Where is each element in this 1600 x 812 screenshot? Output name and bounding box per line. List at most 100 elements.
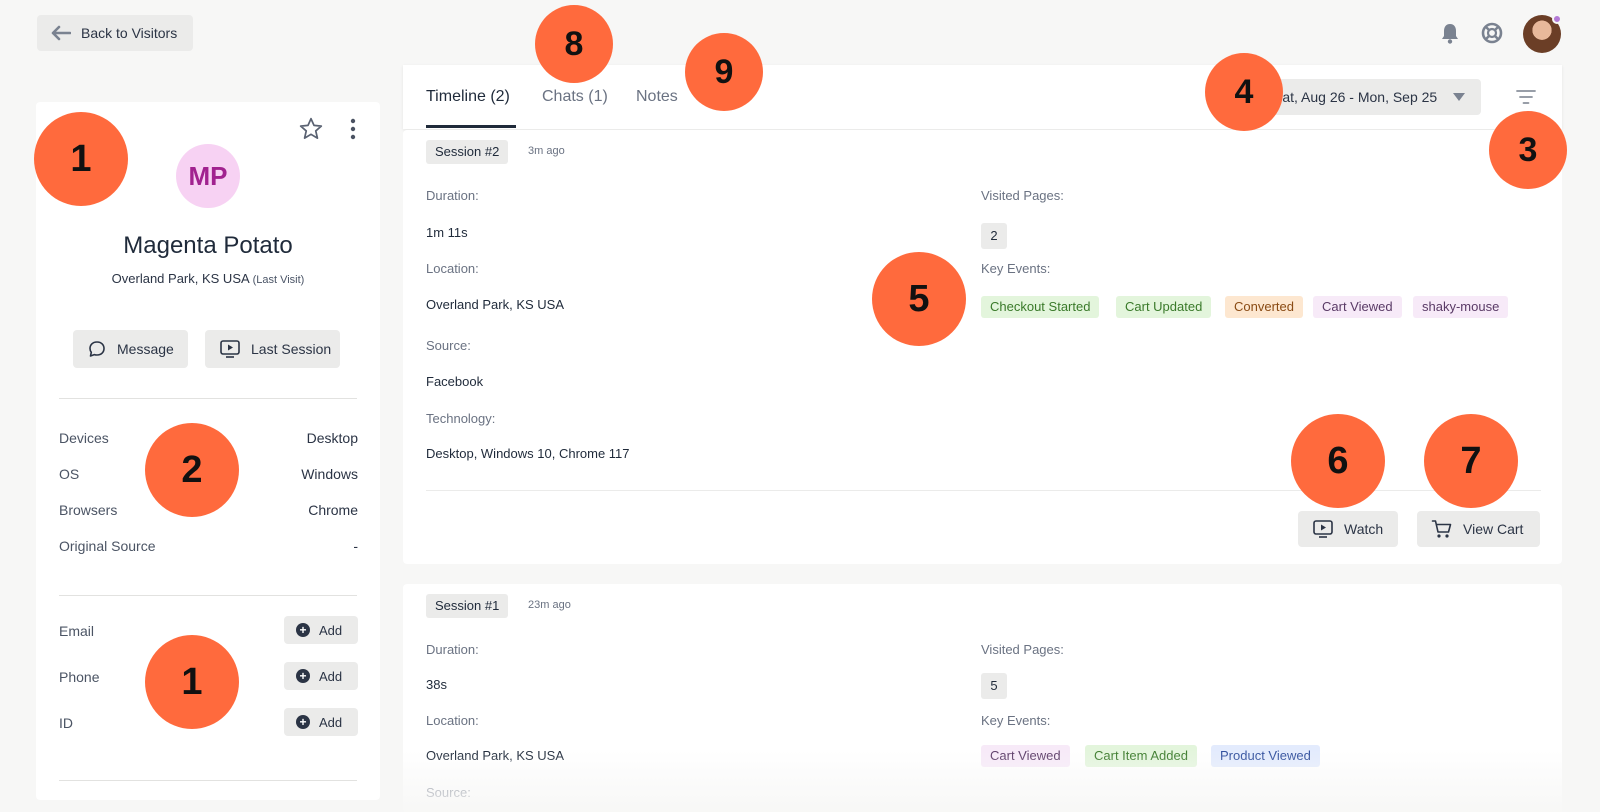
prop-label-browsers: Browsers [59, 502, 118, 518]
contact-label-email: Email [59, 623, 95, 639]
event-tag[interactable]: Converted [1225, 296, 1303, 318]
source-label: Source: [426, 785, 471, 800]
annotation-marker: 3 [1489, 111, 1567, 189]
active-tab-underline [426, 125, 516, 128]
annotation-marker: 4 [1205, 53, 1283, 131]
annotation-marker: 1 [34, 112, 128, 206]
date-range-value: Sat, Aug 26 - Mon, Sep 25 [1273, 89, 1438, 105]
technology-value: Desktop, Windows 10, Chrome 117 [426, 446, 630, 461]
visitor-avatar: MP [176, 144, 240, 208]
duration-value: 38s [426, 677, 447, 692]
key-events-label: Key Events: [981, 713, 1051, 728]
chat-bubble-icon [89, 341, 105, 357]
annotation-marker: 6 [1291, 414, 1385, 508]
visited-pages-label: Visited Pages: [981, 188, 1064, 203]
last-visit-note: (Last Visit) [252, 274, 305, 286]
visited-pages-count: 2 [981, 223, 1007, 249]
event-tag[interactable]: Cart Item Added [1085, 745, 1197, 767]
event-tag[interactable]: Cart Updated [1116, 296, 1212, 318]
divider [426, 490, 1541, 491]
add-phone-button[interactable]: + Add [284, 662, 358, 690]
add-label: Add [319, 622, 343, 638]
annotation-marker: 2 [145, 423, 239, 517]
add-label: Add [319, 668, 343, 684]
event-tag[interactable]: Cart Viewed [981, 745, 1070, 767]
arrow-left-icon [51, 25, 71, 41]
date-range-select[interactable]: Sat, Aug 26 - Mon, Sep 25 [1259, 79, 1481, 115]
plus-circle-icon: + [296, 715, 310, 729]
prop-label-devices: Devices [59, 430, 109, 446]
source-value: Facebook [426, 374, 484, 389]
event-tag[interactable]: Cart Viewed [1313, 296, 1402, 318]
add-email-button[interactable]: + Add [284, 616, 358, 644]
help-lifebuoy-icon[interactable] [1479, 20, 1505, 46]
duration-label: Duration: [426, 188, 479, 203]
tab-chats[interactable]: Chats (1) [542, 88, 608, 105]
view-cart-button[interactable]: View Cart [1417, 511, 1540, 547]
plus-circle-icon: + [296, 669, 310, 683]
divider [59, 595, 357, 596]
duration-label: Duration: [426, 642, 479, 657]
contact-label-id: ID [59, 715, 73, 731]
visited-pages-count: 5 [981, 673, 1007, 699]
source-label: Source: [426, 338, 471, 353]
back-label: Back to Visitors [81, 25, 178, 41]
annotation-marker: 5 [872, 252, 966, 346]
location-value: Overland Park, KS USA [426, 297, 564, 312]
session-badge: Session #2 [426, 140, 509, 164]
star-icon[interactable] [298, 116, 324, 142]
contact-label-phone: Phone [59, 669, 100, 685]
session-time-ago: 3m ago [528, 145, 565, 157]
tabs-bar: Timeline (2) Chats (1) Notes Sat, Aug 26… [403, 65, 1562, 129]
location-label: Location: [426, 261, 479, 276]
session-badge: Session #1 [426, 594, 509, 618]
key-events-label: Key Events: [981, 261, 1051, 276]
bell-icon[interactable] [1437, 20, 1463, 46]
tab-timeline[interactable]: Timeline (2) [426, 88, 510, 105]
video-play-icon [1313, 520, 1333, 538]
caret-down-icon [1453, 93, 1465, 101]
watch-label: Watch [1344, 521, 1384, 537]
add-id-button[interactable]: + Add [284, 708, 358, 736]
prop-value-devices: Desktop [306, 430, 358, 446]
visitor-location-text: Overland Park, KS USA [111, 271, 249, 286]
session-time-ago: 23m ago [528, 599, 571, 611]
last-session-button[interactable]: Last Session [205, 330, 340, 368]
add-label: Add [319, 714, 343, 730]
view-cart-label: View Cart [1463, 521, 1524, 537]
prop-value-os: Windows [301, 466, 358, 482]
plus-circle-icon: + [296, 623, 310, 637]
event-tag[interactable]: Checkout Started [981, 296, 1100, 318]
filter-icon[interactable] [1515, 87, 1537, 107]
prop-label-original-source: Original Source [59, 538, 156, 554]
message-button[interactable]: Message [73, 330, 188, 368]
event-tag[interactable]: shaky-mouse [1413, 296, 1509, 318]
annotation-marker: 9 [685, 33, 763, 111]
watch-button[interactable]: Watch [1298, 511, 1398, 547]
last-session-label: Last Session [251, 341, 332, 357]
visitor-name: Magenta Potato [123, 232, 293, 259]
divider [59, 398, 357, 399]
annotation-marker: 1 [145, 635, 239, 729]
divider [59, 780, 357, 781]
shopping-cart-icon [1431, 520, 1452, 538]
status-indicator [1552, 14, 1562, 24]
tab-notes[interactable]: Notes [636, 88, 678, 105]
session-card: Session #2 3m ago Duration: 1m 11s Locat… [403, 130, 1562, 564]
prop-value-browsers: Chrome [308, 502, 358, 518]
prop-value-original-source: - [353, 538, 358, 554]
location-value: Overland Park, KS USA [426, 748, 564, 763]
more-options-icon[interactable] [348, 116, 358, 142]
duration-value: 1m 11s [426, 225, 468, 240]
visited-pages-label: Visited Pages: [981, 642, 1064, 657]
event-tag[interactable]: Product Viewed [1211, 745, 1320, 767]
message-label: Message [117, 341, 174, 357]
prop-label-os: OS [59, 466, 80, 482]
annotation-marker: 7 [1424, 414, 1518, 508]
location-label: Location: [426, 713, 479, 728]
technology-label: Technology: [426, 411, 496, 426]
annotation-marker: 8 [535, 5, 613, 83]
video-play-icon [220, 340, 240, 358]
session-card: Session #1 23m ago Duration: 38s Locatio… [403, 584, 1562, 812]
back-to-visitors-button[interactable]: Back to Visitors [37, 15, 193, 51]
